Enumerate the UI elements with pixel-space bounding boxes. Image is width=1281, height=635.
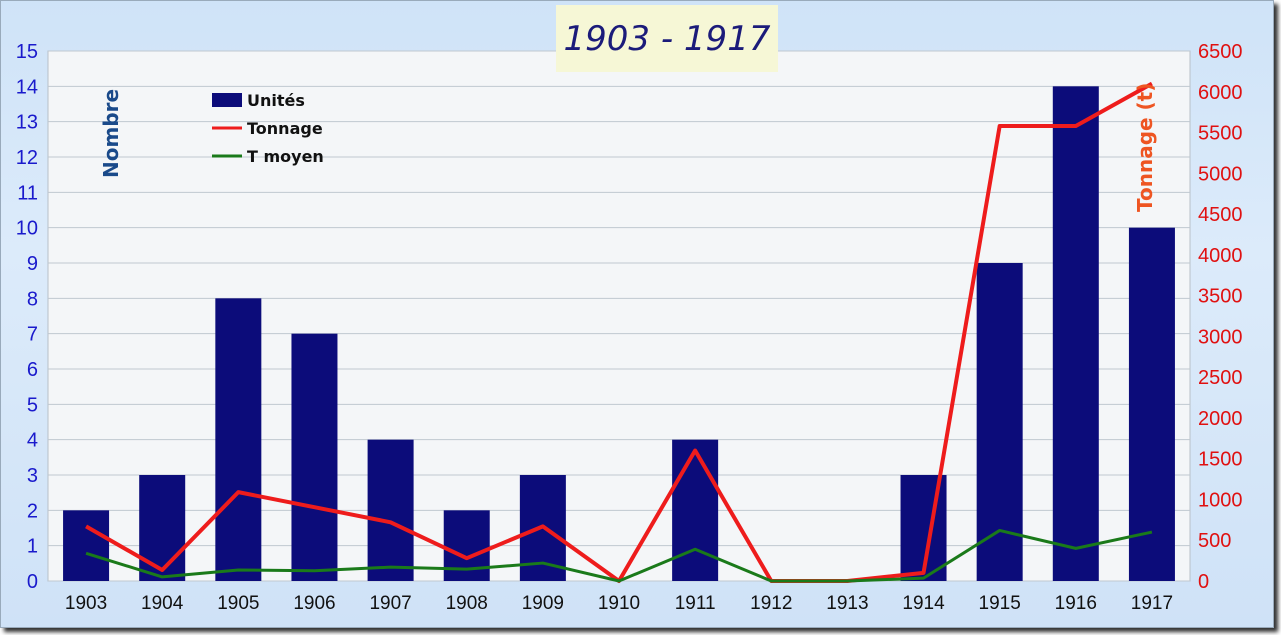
x-tick-label: 1903 [65,593,107,614]
y2-tick-label: 3000 [1198,326,1243,348]
y2-tick-label: 5000 [1198,163,1243,185]
y2-tick-label: 4500 [1198,204,1243,226]
x-tick-label: 1908 [446,593,488,614]
y-tick-label: 9 [27,253,38,275]
bar-1915 [976,263,1023,581]
y2-tick-label: 2500 [1198,367,1243,389]
y2-tick-label: 1000 [1198,489,1243,511]
y-tick-label: 8 [27,288,38,310]
y2-axis-title: Tonnage (t) [1133,83,1157,212]
bar-1904 [139,475,186,581]
y-tick-label: 14 [16,76,38,98]
x-tick-label: 1911 [675,593,716,614]
y-tick-label: 6 [27,359,38,381]
bar-1903 [63,510,110,581]
x-tick-label: 1914 [902,593,945,614]
line-t-moyen [85,528,1153,583]
x-tick-label: 1905 [217,593,259,614]
y2-tick-label: 0 [1198,571,1209,593]
y2-tick-label: 2000 [1198,408,1243,430]
y-tick-label: 12 [16,147,38,169]
legend-label: Unités [247,91,305,110]
x-tick-label: 1906 [293,593,335,614]
chart-title-box: 1903 - 1917 [556,5,778,72]
legend-label: Tonnage [247,119,323,138]
y-tick-label: 10 [16,218,38,240]
y2-tick-label: 1500 [1198,449,1243,471]
y-tick-label: 7 [27,324,38,346]
y-tick-label: 4 [27,430,38,452]
y-tick-label: 2 [27,500,38,522]
y-axis-title: Nombre [99,89,123,178]
x-tick-label: 1907 [369,593,411,614]
y-tick-label: 5 [27,394,38,416]
bar-1906 [291,333,338,581]
legend-label: T moyen [247,147,324,166]
x-tick-label: 1912 [750,593,792,614]
x-tick-label: 1913 [826,593,868,614]
bar-1911 [672,439,719,581]
x-tick-label: 1917 [1131,593,1173,614]
y-tick-label: 0 [27,571,38,593]
y-tick-label: 13 [16,112,38,134]
y-tick-label: 15 [16,41,38,63]
y2-tick-label: 4000 [1198,245,1243,267]
x-tick-label: 1904 [141,593,184,614]
bar-1916 [1052,86,1099,581]
y2-tick-label: 500 [1198,530,1231,552]
bar-1905 [215,298,262,581]
y-tick-label: 11 [17,182,38,204]
legend-swatch [212,93,242,107]
y-tick-label: 1 [27,536,38,558]
y2-tick-label: 6000 [1198,82,1243,104]
x-tick-label: 1910 [598,593,640,614]
y2-tick-label: 5500 [1198,123,1243,145]
y-tick-label: 3 [27,465,38,487]
bar-1917 [1128,227,1175,581]
bar-1907 [367,439,414,581]
y2-tick-label: 3500 [1198,286,1243,308]
x-tick-label: 1915 [979,593,1021,614]
chart-title: 1903 - 1917 [563,18,771,59]
x-tick-label: 1909 [522,593,564,614]
x-tick-label: 1916 [1055,593,1097,614]
y2-tick-label: 6500 [1198,41,1243,63]
